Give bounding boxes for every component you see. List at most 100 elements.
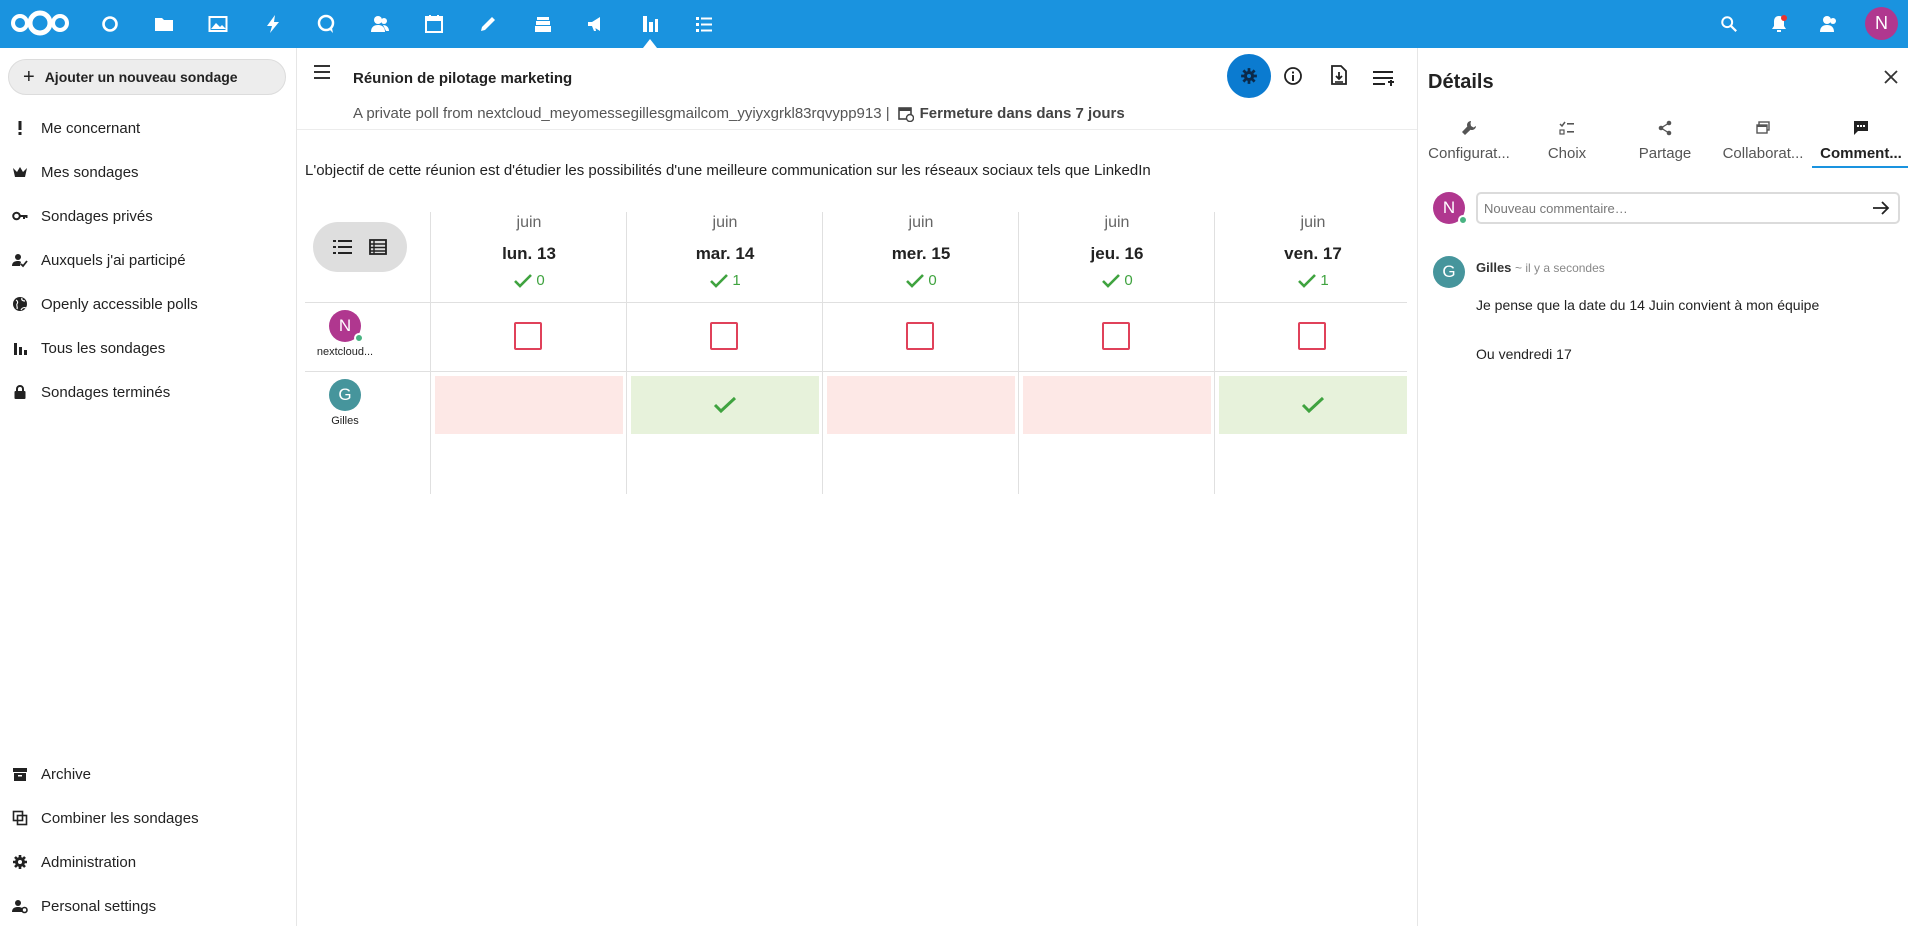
date-month: juin: [516, 214, 542, 231]
notifications-icon[interactable]: [1767, 12, 1791, 36]
yes-count: 1: [627, 272, 823, 289]
poll-settings-button[interactable]: [1227, 54, 1271, 98]
calendar-clock-icon: [897, 106, 914, 122]
vote-checkbox[interactable]: [1298, 322, 1326, 350]
tab-label: Comment...: [1820, 145, 1902, 162]
close-icon[interactable]: [1881, 67, 1901, 87]
yes-count: 1: [1215, 272, 1411, 289]
sidebar-item-label: Archive: [41, 765, 92, 783]
files-icon[interactable]: [152, 12, 176, 36]
avatar: G: [1433, 256, 1465, 288]
sidebar-item-openly-accessible[interactable]: Openly accessible polls: [0, 284, 297, 324]
photos-icon[interactable]: [206, 12, 230, 36]
date-day: jeu. 16: [1090, 244, 1144, 263]
sidebar-item-personal-settings[interactable]: Personal settings: [0, 886, 297, 926]
yes-count-value: 0: [536, 272, 545, 289]
tab-label: Configurat...: [1428, 145, 1510, 162]
header-divider: [297, 129, 1417, 130]
avatar-initial: N: [1442, 198, 1456, 217]
date-day: lun. 13: [502, 244, 556, 263]
sidebar-toggle-button[interactable]: [1362, 56, 1406, 100]
sidebar-item-archive[interactable]: Archive: [0, 754, 297, 794]
date-option-column: juin jeu. 16 0: [1019, 214, 1215, 289]
collaboration-icon: [1714, 118, 1812, 138]
tab-collaboration[interactable]: Collaborat...: [1714, 118, 1812, 168]
polls-icon[interactable]: [638, 12, 662, 36]
avatar: N: [1433, 192, 1468, 225]
combine-icon: [0, 810, 40, 826]
checklist-icon: [1518, 118, 1616, 138]
vote-checkbox[interactable]: [514, 322, 542, 350]
key-icon: [0, 208, 40, 224]
tab-choices[interactable]: Choix: [1518, 118, 1616, 168]
announcements-icon[interactable]: [584, 12, 608, 36]
comment-meta: Gilles ~ il y a secondes: [1476, 260, 1605, 275]
talk-icon[interactable]: [314, 12, 338, 36]
send-arrow-icon[interactable]: [1872, 200, 1890, 216]
tab-comments[interactable]: Comment...: [1812, 118, 1908, 168]
plus-icon: +: [23, 66, 35, 88]
tab-configuration[interactable]: Configurat...: [1420, 118, 1518, 168]
sidebar-item-administration[interactable]: Administration: [0, 842, 297, 882]
participant-name: Gilles: [331, 415, 359, 427]
online-status-icon: [1458, 215, 1468, 225]
comment-text: Ou vendredi 17: [1476, 346, 1572, 362]
vote-cell-no: [827, 376, 1015, 434]
contacts-menu-icon[interactable]: [1817, 12, 1841, 36]
table-view-icon[interactable]: [369, 239, 387, 255]
sidebar-item-label: Combiner les sondages: [41, 809, 199, 827]
poll-main-content: Réunion de pilotage marketing A private …: [297, 48, 1417, 926]
sidebar-item-me-concernant[interactable]: Me concernant: [0, 108, 297, 148]
top-bar: N: [0, 0, 1908, 48]
vote-checkbox[interactable]: [1102, 322, 1130, 350]
sidebar-item-closed-polls[interactable]: Sondages terminés: [0, 372, 297, 412]
sidebar-item-label: Sondages privés: [41, 207, 153, 225]
export-poll-button[interactable]: [1317, 53, 1361, 97]
row-divider: [305, 302, 1407, 303]
calendar-icon[interactable]: [422, 12, 446, 36]
sidebar-item-label: Mes sondages: [41, 163, 139, 181]
poll-title: Réunion de pilotage marketing: [353, 70, 573, 87]
search-icon[interactable]: [1717, 12, 1741, 36]
vote-cell-yes: [631, 376, 819, 434]
sidebar-item-label: Openly accessible polls: [41, 295, 198, 313]
notes-icon[interactable]: [476, 12, 500, 36]
user-avatar[interactable]: N: [1865, 7, 1898, 40]
nextcloud-logo[interactable]: [10, 8, 70, 38]
dashboard-icon[interactable]: [98, 12, 122, 36]
sidebar-item-combine-polls[interactable]: Combiner les sondages: [0, 798, 297, 838]
archive-icon: [0, 766, 40, 782]
date-option-column: juin ven. 17 1: [1215, 214, 1411, 289]
date-month: juin: [1300, 214, 1326, 231]
sidebar-item-all-polls[interactable]: Tous les sondages: [0, 328, 297, 368]
poll-owner-text: A private poll from nextcloud_meyomesseg…: [353, 105, 890, 122]
list-view-icon[interactable]: [333, 239, 353, 255]
deck-icon[interactable]: [531, 12, 555, 36]
sidebar-item-participated[interactable]: Auxquels j'ai participé: [0, 240, 297, 280]
vote-cell-no: [1023, 376, 1211, 434]
activity-icon[interactable]: [261, 12, 285, 36]
yes-count-value: 0: [928, 272, 937, 289]
sidebar-item-mes-sondages[interactable]: Mes sondages: [0, 152, 297, 192]
tab-sharing[interactable]: Partage: [1616, 118, 1714, 168]
menu-toggle-icon[interactable]: [314, 65, 334, 79]
tasks-icon[interactable]: [692, 12, 716, 36]
sidebar-item-sondages-prives[interactable]: Sondages privés: [0, 196, 297, 236]
new-comment-input[interactable]: Nouveau commentaire…: [1476, 192, 1900, 224]
yes-count: 0: [823, 272, 1019, 289]
vote-checkbox[interactable]: [710, 322, 738, 350]
contacts-icon[interactable]: [368, 12, 392, 36]
navigation-sidebar: + Ajouter un nouveau sondage Me concerna…: [0, 48, 297, 926]
vote-checkbox[interactable]: [906, 322, 934, 350]
sidebar-item-label: Administration: [41, 853, 137, 871]
view-mode-toggle[interactable]: [313, 222, 407, 272]
vote-cell-yes: [1219, 376, 1407, 434]
poll-info-button[interactable]: [1271, 54, 1315, 98]
add-new-poll-button[interactable]: + Ajouter un nouveau sondage: [8, 59, 286, 95]
tab-label: Choix: [1547, 145, 1587, 162]
share-icon: [1616, 118, 1714, 138]
globe-icon: [0, 296, 40, 312]
participant-gilles: G Gilles: [305, 379, 385, 427]
comment-placeholder: Nouveau commentaire…: [1484, 200, 1628, 216]
wrench-icon: [1420, 118, 1518, 138]
